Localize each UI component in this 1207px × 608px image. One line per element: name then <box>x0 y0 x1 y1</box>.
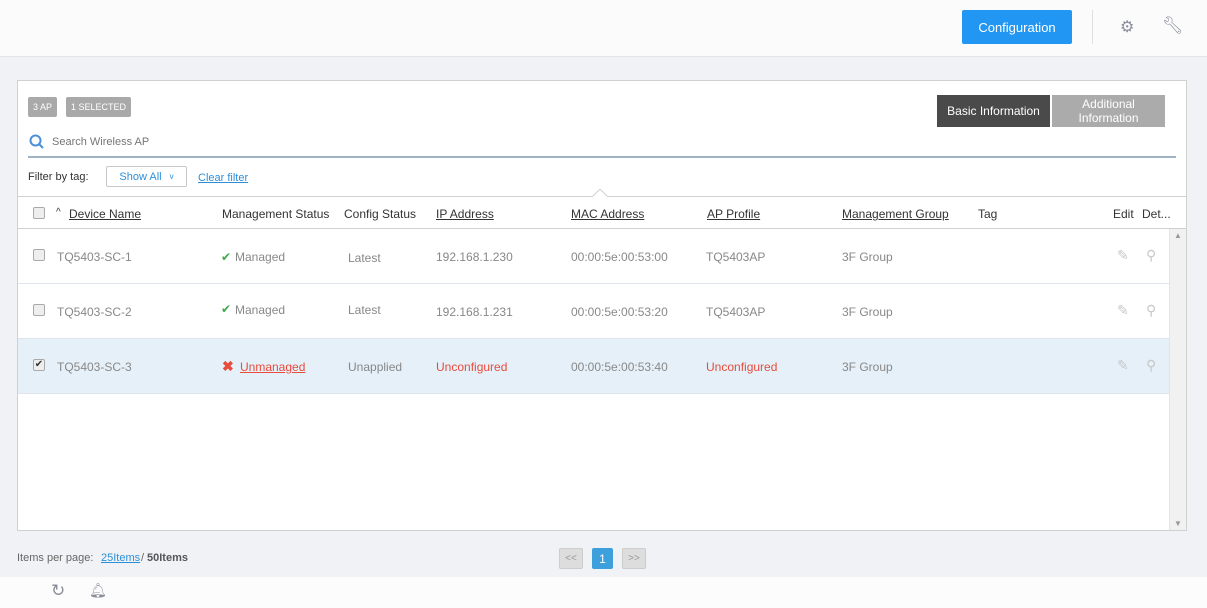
config-status: Unapplied <box>348 360 403 374</box>
row-checkbox[interactable] <box>33 249 45 261</box>
table-header: ^ Device Name Management Status Config S… <box>18 196 1186 229</box>
items-25-link[interactable]: 25Items <box>101 552 141 564</box>
wrench-icon[interactable]: 🔧︎ <box>1162 16 1184 35</box>
col-config-status: Config Status <box>344 207 417 221</box>
items-per-page-label: Items per page: <box>17 552 94 564</box>
tab-basic-information[interactable]: Basic Information <box>937 95 1050 127</box>
config-status: Latest <box>348 251 381 265</box>
col-device-name[interactable]: Device Name <box>69 207 142 221</box>
col-ap-profile[interactable]: AP Profile <box>707 207 761 221</box>
page-1-button[interactable]: 1 <box>592 548 613 569</box>
check-icon: ✔ <box>221 250 232 264</box>
column-pointer <box>592 189 608 197</box>
tag-filter-value: Show All <box>119 170 162 183</box>
search-icon <box>29 134 44 149</box>
filter-label: Filter by tag: <box>28 171 89 183</box>
x-error-icon: ✖ <box>222 358 234 374</box>
chevron-down-icon: v <box>169 172 174 181</box>
check-icon: ✔ <box>221 302 232 316</box>
details-magnifier-icon[interactable]: ⚲ <box>1146 357 1157 373</box>
details-magnifier-icon[interactable]: ⚲ <box>1146 247 1157 263</box>
tab-additional-information[interactable]: Additional Information <box>1052 95 1165 127</box>
management-group: 3F Group <box>842 360 893 374</box>
config-status: Latest <box>348 303 381 317</box>
tag-filter-dropdown[interactable]: Show All v <box>106 166 187 187</box>
ap-count-badge: 3 AP <box>28 97 58 117</box>
mac-address: 00:00:5e:00:53:00 <box>571 250 668 264</box>
device-name: TQ5403-SC-3 <box>57 360 132 374</box>
management-status: Managed <box>235 303 286 317</box>
ap-profile: TQ5403AP <box>706 305 766 319</box>
scroll-up-icon[interactable]: ▲ <box>1174 231 1182 240</box>
mac-address: 00:00:5e:00:53:40 <box>571 360 668 374</box>
ip-address: 192.168.1.231 <box>436 305 513 319</box>
edit-pencil-icon[interactable]: ✎ <box>1117 302 1129 318</box>
scroll-down-icon[interactable]: ▼ <box>1174 519 1182 528</box>
col-management-status: Management Status <box>222 207 330 221</box>
prev-page-button[interactable]: << <box>559 548 583 569</box>
edit-pencil-icon[interactable]: ✎ <box>1117 357 1129 373</box>
col-tag: Tag <box>978 207 998 221</box>
edit-pencil-icon[interactable]: ✎ <box>1117 247 1129 263</box>
table-row[interactable]: TQ5403-SC-2 ✔ Managed Latest 192.168.1.2… <box>18 284 1169 339</box>
row-checkbox[interactable] <box>33 304 45 316</box>
configuration-button[interactable]: Configuration <box>962 10 1072 44</box>
ap-profile: Unconfigured <box>706 360 778 374</box>
divider <box>1092 10 1093 44</box>
bell-icon[interactable]: 🔔︎ <box>89 582 107 598</box>
mac-address: 00:00:5e:00:53:20 <box>571 305 668 319</box>
ap-profile: TQ5403AP <box>706 250 766 264</box>
select-all-checkbox[interactable] <box>33 207 45 219</box>
refresh-icon[interactable]: ↻ <box>51 581 66 600</box>
gears-icon[interactable]: ⚙ <box>1120 19 1135 36</box>
col-management-group[interactable]: Management Group <box>842 207 949 221</box>
clear-filter-link[interactable]: Clear filter <box>198 172 249 184</box>
search-underline <box>28 156 1176 158</box>
items-separator: / <box>141 552 145 564</box>
col-ip-address[interactable]: IP Address <box>436 207 494 221</box>
ip-address: Unconfigured <box>436 360 508 374</box>
management-status: Managed <box>235 250 286 264</box>
col-mac-address[interactable]: MAC Address <box>571 207 645 221</box>
device-name: TQ5403-SC-1 <box>57 250 132 264</box>
table-row-selected[interactable]: ✔ TQ5403-SC-3 ✖ Unmanaged Unapplied Unco… <box>18 339 1169 394</box>
row-checkbox-checked[interactable]: ✔ <box>33 359 45 371</box>
table-row[interactable]: TQ5403-SC-1 ✔ Managed Latest 192.168.1.2… <box>18 229 1169 284</box>
next-page-button[interactable]: >> <box>622 548 646 569</box>
vertical-scrollbar[interactable]: ▲ ▼ <box>1169 229 1186 530</box>
col-details: Det... <box>1142 207 1171 221</box>
details-magnifier-icon[interactable]: ⚲ <box>1146 302 1157 318</box>
management-group: 3F Group <box>842 305 893 319</box>
sort-asc-icon: ^ <box>56 207 61 218</box>
management-group: 3F Group <box>842 250 893 264</box>
search-input[interactable] <box>52 133 652 151</box>
selected-count-badge: 1 SELECTED <box>66 97 132 117</box>
col-edit: Edit <box>1113 207 1134 221</box>
top-bar: Configuration ⚙ 🔧︎ <box>0 0 1207 57</box>
management-status-link[interactable]: Unmanaged <box>240 360 306 374</box>
ap-list-panel: 3 AP 1 SELECTED Basic Information Additi… <box>17 80 1187 531</box>
ip-address: 192.168.1.230 <box>436 250 513 264</box>
bottom-bar: ↻ 🔔︎ <box>0 577 1207 608</box>
items-50-option[interactable]: 50Items <box>147 552 188 564</box>
device-name: TQ5403-SC-2 <box>57 305 132 319</box>
